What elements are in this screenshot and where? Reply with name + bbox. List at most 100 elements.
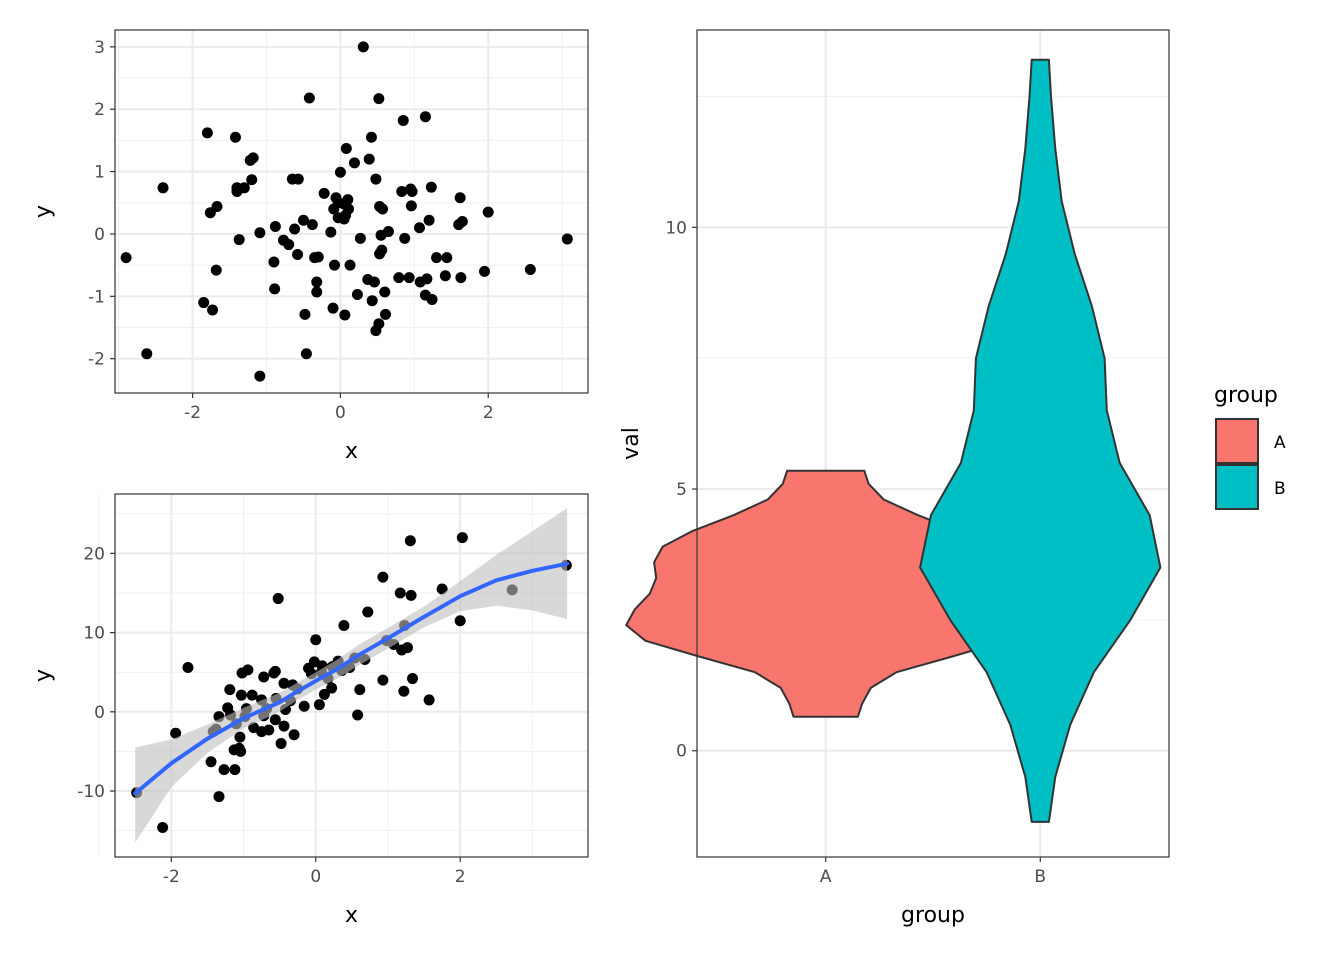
data-point bbox=[254, 370, 266, 382]
data-point bbox=[235, 689, 247, 701]
data-point bbox=[413, 222, 425, 234]
data-point bbox=[393, 272, 405, 284]
data-point bbox=[328, 203, 340, 215]
data-point bbox=[425, 181, 437, 193]
x-tick-label: 2 bbox=[455, 867, 466, 887]
data-point bbox=[338, 619, 350, 631]
data-point bbox=[482, 206, 494, 218]
panel-border bbox=[114, 29, 589, 394]
data-point bbox=[419, 111, 431, 123]
data-point bbox=[561, 233, 573, 245]
data-point bbox=[182, 661, 194, 673]
data-point bbox=[351, 288, 363, 300]
y-tick-label: 1 bbox=[94, 163, 105, 183]
data-point bbox=[365, 131, 377, 143]
x-tick-label: -2 bbox=[184, 403, 201, 423]
data-point bbox=[269, 714, 281, 726]
data-point bbox=[299, 308, 311, 320]
data-point bbox=[233, 234, 245, 246]
data-point bbox=[327, 302, 339, 314]
data-point bbox=[362, 606, 374, 618]
data-point bbox=[376, 244, 388, 256]
data-point bbox=[229, 131, 241, 143]
violin-B bbox=[919, 58, 1162, 823]
data-point bbox=[246, 689, 258, 701]
data-point bbox=[414, 276, 426, 288]
x-tick-label: A bbox=[820, 867, 832, 887]
data-point bbox=[292, 173, 304, 185]
x-tick-label: 0 bbox=[310, 867, 321, 887]
data-point bbox=[368, 276, 380, 288]
data-point bbox=[326, 682, 338, 694]
y-axis-title: val bbox=[619, 427, 644, 460]
data-point bbox=[210, 264, 222, 276]
data-point bbox=[268, 256, 280, 268]
data-point bbox=[423, 214, 435, 226]
data-point bbox=[318, 688, 330, 700]
data-point bbox=[201, 127, 213, 139]
y-tick-label: 10 bbox=[83, 624, 105, 644]
y-axis-title: y bbox=[31, 669, 56, 682]
data-point bbox=[441, 252, 453, 264]
data-point bbox=[289, 223, 301, 235]
y-tick-label: -10 bbox=[77, 782, 105, 802]
y-tick-label: -2 bbox=[88, 350, 105, 370]
data-point bbox=[354, 684, 366, 696]
data-point bbox=[213, 791, 225, 803]
data-point bbox=[292, 249, 304, 261]
data-point bbox=[377, 203, 389, 215]
data-point bbox=[269, 220, 281, 232]
data-point bbox=[338, 213, 350, 225]
data-point bbox=[453, 219, 465, 231]
data-point bbox=[263, 724, 275, 736]
data-point bbox=[205, 756, 217, 768]
data-point bbox=[397, 114, 409, 126]
data-point bbox=[370, 173, 382, 185]
x-tick-label: B bbox=[1034, 867, 1046, 887]
data-point bbox=[394, 587, 406, 599]
data-point bbox=[405, 589, 417, 601]
data-point bbox=[398, 685, 410, 697]
data-point bbox=[234, 731, 246, 743]
data-point bbox=[318, 187, 330, 199]
data-point bbox=[366, 295, 378, 307]
data-point bbox=[278, 720, 290, 732]
data-point bbox=[207, 304, 219, 316]
data-point bbox=[403, 272, 415, 284]
data-point bbox=[235, 745, 247, 757]
y-tick-label: 0 bbox=[676, 742, 687, 762]
data-point bbox=[254, 227, 266, 239]
data-point bbox=[311, 276, 323, 288]
data-point bbox=[288, 729, 300, 741]
data-point bbox=[157, 821, 169, 833]
data-point bbox=[303, 92, 315, 104]
data-point bbox=[339, 309, 351, 321]
data-point bbox=[229, 764, 241, 776]
data-point bbox=[224, 684, 236, 696]
data-point bbox=[297, 214, 309, 226]
data-point bbox=[370, 325, 382, 337]
y-tick-label: 20 bbox=[83, 544, 105, 564]
data-point bbox=[204, 207, 216, 219]
data-point bbox=[524, 264, 536, 276]
data-point bbox=[454, 192, 466, 204]
legend: group A B bbox=[1214, 383, 1286, 510]
data-point bbox=[157, 182, 169, 194]
data-point bbox=[379, 286, 391, 298]
data-point bbox=[309, 252, 321, 264]
data-point bbox=[423, 694, 435, 706]
smooth-fit-line bbox=[133, 561, 570, 796]
data-point bbox=[373, 93, 385, 105]
data-point bbox=[170, 727, 182, 739]
y-tick-label: 0 bbox=[94, 225, 105, 245]
data-point bbox=[269, 665, 281, 677]
legend-key-A bbox=[1215, 418, 1259, 464]
data-point bbox=[456, 532, 468, 544]
data-point bbox=[283, 239, 295, 251]
data-point bbox=[404, 535, 416, 547]
data-point bbox=[401, 642, 413, 654]
data-point bbox=[396, 186, 408, 198]
data-point bbox=[275, 737, 287, 749]
legend-key-B bbox=[1215, 464, 1259, 510]
data-point bbox=[313, 699, 325, 711]
